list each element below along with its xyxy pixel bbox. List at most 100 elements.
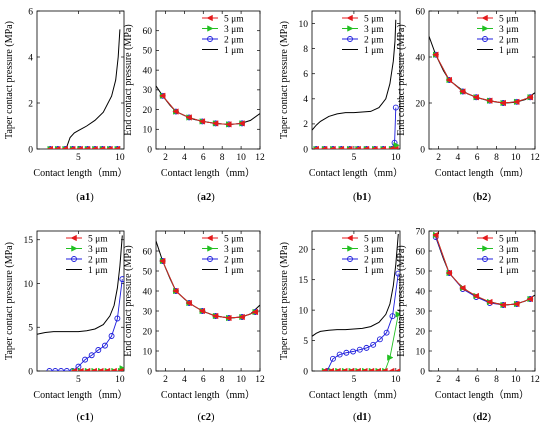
legend-entry: 2 μm [364, 255, 384, 265]
panel-label-open: ( [473, 412, 477, 423]
data-point [388, 145, 395, 149]
data-point [354, 367, 361, 371]
data-point [343, 349, 350, 356]
data-point [62, 146, 69, 149]
axes-frame [428, 230, 536, 372]
data-point [110, 367, 117, 371]
x-tick-label: 10 [236, 153, 246, 163]
x-tick-label: 4 [456, 153, 461, 163]
series-5m [46, 145, 121, 149]
data-point [395, 270, 400, 277]
plot-area [432, 231, 535, 309]
x-tick-label: 10 [391, 153, 401, 163]
y-tick-label: 50 [143, 267, 153, 277]
legend-swatch-marker [71, 256, 77, 262]
legend-entry: 5 μm [364, 234, 384, 244]
panel-label-open: ( [197, 192, 201, 203]
data-point [108, 333, 115, 339]
legend-entry: 2 μm [88, 255, 108, 265]
data-point [499, 99, 506, 107]
legend-entry: 5 μm [364, 14, 384, 24]
data-point [355, 146, 362, 149]
data-point [445, 269, 452, 277]
data-point [321, 367, 328, 371]
legend: 5 μm3 μm2 μm1 μm [66, 234, 108, 276]
data-point [77, 146, 84, 149]
data-point [63, 368, 70, 371]
series-line [312, 19, 397, 131]
data-point [61, 145, 68, 149]
data-point [472, 292, 479, 300]
data-point [329, 145, 336, 149]
x-tick-label: 6 [201, 375, 206, 385]
legend-entry: 5 μm [499, 14, 519, 24]
series-line [312, 233, 399, 337]
series-line [156, 85, 260, 125]
data-point [312, 145, 319, 149]
legend-entry: 5 μm [224, 234, 244, 244]
x-tick-label: 12 [530, 153, 540, 163]
y-tick-label: 60 [416, 247, 426, 257]
data-point [95, 347, 102, 353]
chart-panel-5: 5 10 0 5 10 15 Contact length（mm） Taper contact… [4, 230, 128, 423]
data-point [330, 355, 336, 362]
data-point [383, 329, 390, 336]
data-point [387, 354, 394, 361]
legend-swatch-marker [70, 234, 77, 242]
y-tick-label: 2 [303, 120, 308, 130]
legend-swatch-marker [482, 25, 489, 32]
legend-entry: 3 μm [364, 245, 384, 255]
data-point [46, 145, 54, 149]
data-point [54, 145, 61, 149]
data-point [350, 348, 357, 355]
x-axis-label: Contact length（mm） [309, 389, 403, 401]
legend-swatch-marker [346, 14, 353, 22]
data-point [212, 120, 219, 127]
x-tick-label: 5 [76, 153, 81, 163]
plot-area [46, 29, 121, 149]
series-3m [321, 311, 400, 371]
data-point [225, 121, 232, 128]
y-tick-label: 4 [28, 53, 33, 63]
axes-frame [311, 10, 401, 150]
data-point [371, 146, 378, 149]
data-point [374, 367, 381, 371]
data-point [371, 145, 378, 149]
series-1m [312, 19, 397, 131]
x-axis-label: Contact length（mm） [161, 167, 255, 179]
data-point [91, 145, 98, 149]
data-point [52, 368, 59, 371]
series-2m [47, 146, 121, 149]
series-line [429, 36, 535, 104]
y-tick-label: 0 [28, 367, 33, 377]
y-tick-label: 6 [28, 7, 33, 17]
legend-swatch-marker [346, 234, 353, 242]
legend-entry: 3 μm [224, 25, 244, 35]
data-point [238, 313, 245, 321]
y-tick-label: 0 [147, 145, 152, 155]
series-5m [159, 257, 259, 322]
legend-swatch-marker [347, 245, 354, 252]
y-axis-label: End contact pressure (MPa) [396, 24, 407, 135]
data-point [486, 97, 493, 104]
y-tick-label: 30 [143, 86, 153, 96]
legend-entry: 1 μm [364, 266, 384, 276]
legend-swatch-marker [207, 256, 213, 262]
data-point [394, 368, 400, 371]
panel-label-open: ( [198, 412, 202, 423]
x-tick-label: 10 [511, 153, 521, 163]
x-tick-label: 4 [182, 375, 187, 385]
axes-frame [36, 230, 125, 372]
data-point [172, 108, 179, 115]
y-axis-label: End contact pressure (MPa) [123, 24, 134, 135]
y-tick-label: 10 [143, 126, 153, 136]
axes-frame [155, 230, 261, 372]
data-point [69, 145, 76, 149]
y-tick-label: 0 [420, 367, 425, 377]
x-tick-label: 8 [220, 375, 225, 385]
data-point [90, 367, 97, 371]
y-tick-label: 0 [303, 145, 308, 155]
series-5m [432, 231, 533, 309]
series-line [65, 29, 121, 149]
data-point [159, 257, 166, 265]
